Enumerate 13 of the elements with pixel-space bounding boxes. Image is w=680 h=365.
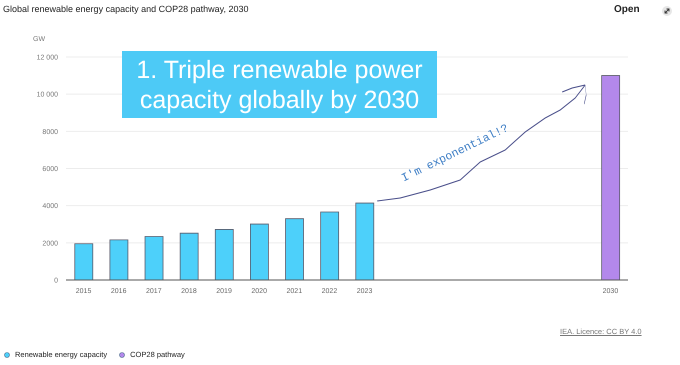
bar xyxy=(110,239,128,280)
bar xyxy=(144,236,164,280)
bar xyxy=(320,212,340,280)
bar xyxy=(180,232,199,280)
bar xyxy=(355,202,374,280)
chart-title: Global renewable energy capacity and COP28 pathway, 2030 xyxy=(3,4,248,14)
bar xyxy=(285,218,304,280)
annotation: 1. Triple renewable power capacity globally by 2030 xyxy=(122,51,437,118)
bar xyxy=(214,229,234,280)
bar xyxy=(74,243,94,280)
text: Open xyxy=(614,4,640,15)
bar xyxy=(601,75,620,280)
bar xyxy=(250,224,269,280)
